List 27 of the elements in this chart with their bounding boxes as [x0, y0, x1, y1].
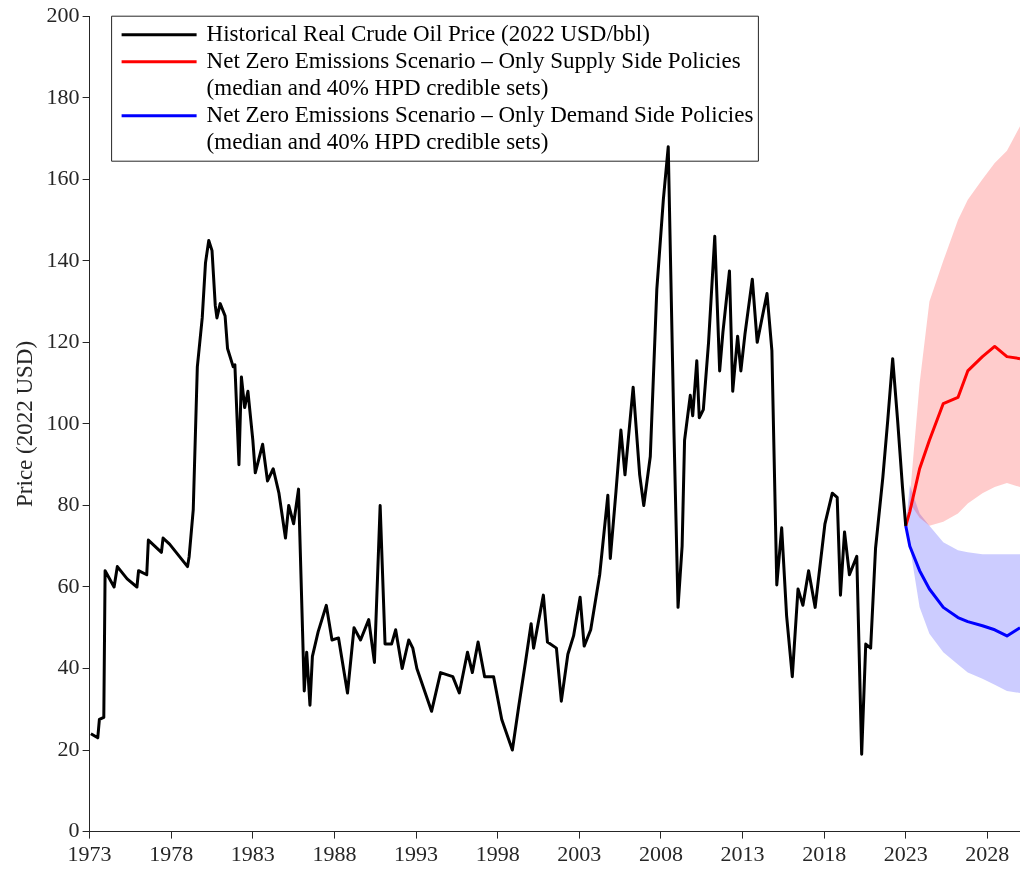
y-tick-label: 0	[68, 817, 80, 843]
x-tick-label: 2008	[638, 840, 683, 866]
y-tick-label: 40	[57, 654, 80, 680]
x-tick-label: 2013	[720, 840, 765, 866]
y-tick-label: 80	[57, 491, 80, 517]
legend-label: Historical Real Crude Oil Price (2022 USD/bbl)	[206, 20, 650, 46]
x-tick-label: 2003	[557, 840, 602, 866]
legend-label: Net Zero Emissions Scenario – Only Supply Side Policies (median and 40% HPD credible sets)	[206, 47, 741, 100]
x-tick-label: 1978	[149, 840, 194, 866]
x-tick-label: 2018	[802, 840, 847, 866]
x-tick-label: 1993	[394, 840, 439, 866]
x-tick-label: 2028	[965, 840, 1010, 866]
y-tick-label: 160	[46, 165, 80, 191]
x-tick-label: 1988	[312, 840, 357, 866]
x-tick-label: 2023	[883, 840, 928, 866]
x-tick-label: 1998	[475, 840, 520, 866]
y-tick-label: 100	[46, 409, 80, 435]
y-tick-label: 60	[57, 572, 80, 598]
x-tick-label: 1973	[67, 840, 112, 866]
y-tick-label: 20	[57, 735, 80, 761]
y-axis-title: Price (2022 USD)	[11, 340, 37, 507]
y-tick-label: 200	[46, 1, 80, 27]
y-tick-label: 180	[46, 83, 80, 109]
legend-label: Net Zero Emissions Scenario – Only Demand Side Policies (median and 40% HPD credible sets)	[206, 101, 754, 154]
y-tick-label: 140	[46, 246, 80, 272]
y-tick-label: 120	[46, 328, 80, 354]
x-tick-label: 1983	[230, 840, 275, 866]
